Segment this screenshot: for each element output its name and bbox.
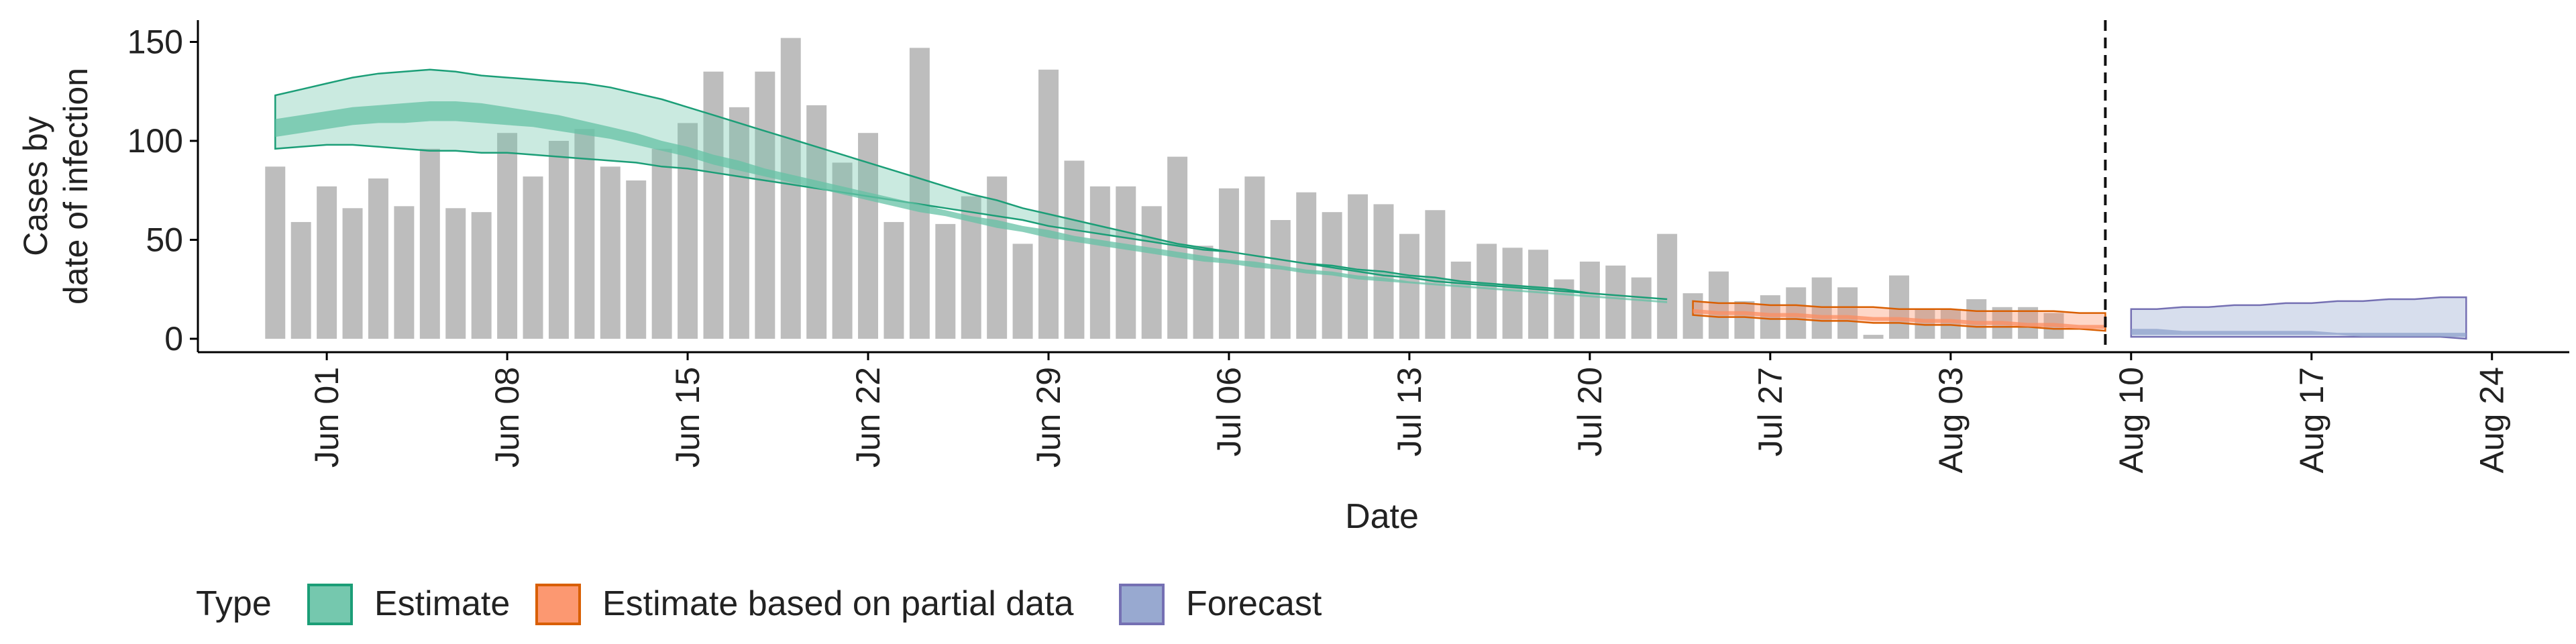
case-bar	[1270, 220, 1291, 339]
x-tick-label: Jun 01	[308, 367, 345, 468]
case-bar	[1579, 261, 1600, 339]
case-bar	[1038, 69, 1059, 339]
case-bar	[1631, 277, 1652, 339]
x-axis-ticks: Jun 01 Jun 08 Jun 15 Jun 22 Jun 29 Jul 06 Jul …	[308, 352, 2511, 473]
case-bar	[935, 223, 956, 339]
y-tick-label: 150	[127, 23, 183, 61]
case-bar	[858, 133, 879, 339]
case-bar	[729, 107, 749, 339]
case-bar	[1888, 275, 1909, 339]
x-tick-label: Aug 24	[2473, 367, 2511, 473]
case-bar	[678, 123, 698, 339]
case-bar	[497, 133, 518, 339]
x-tick-label: Jun 29	[1030, 367, 1067, 468]
legend-swatch	[1119, 584, 1165, 625]
x-tick-label: Jul 13	[1391, 367, 1428, 456]
case-bar	[1528, 250, 1549, 339]
case-bar	[1348, 194, 1368, 339]
legend-entries: Estimate Estimate based on partial data Fo…	[307, 584, 1322, 625]
case-bar	[419, 148, 440, 339]
case-bar	[1837, 287, 1858, 339]
y-axis-label-line2: date of infection	[57, 68, 95, 305]
case-bar	[1450, 261, 1471, 339]
case-bar	[265, 166, 286, 339]
case-bar	[909, 48, 930, 339]
x-tick-label: Jul 20	[1571, 367, 1609, 456]
case-bar	[290, 221, 311, 339]
x-tick-label: Jun 15	[669, 367, 706, 468]
case-bar	[780, 38, 801, 339]
case-bar	[1477, 244, 1497, 339]
case-bar	[1089, 186, 1110, 339]
x-axis-label: Date	[1345, 497, 1419, 536]
case-bar	[1966, 299, 1987, 339]
case-bar	[755, 71, 775, 339]
case-bar	[1116, 186, 1136, 339]
case-bar	[471, 212, 492, 339]
y-tick-label: 0	[164, 320, 183, 358]
case-bar	[1296, 192, 1317, 339]
legend-label: Forecast	[1186, 584, 1322, 623]
case-bar	[626, 180, 647, 339]
case-bar	[1064, 160, 1085, 339]
case-bar	[600, 166, 621, 339]
x-tick-label: Aug 03	[1932, 367, 1970, 473]
case-bar	[1012, 244, 1033, 339]
case-bar	[1425, 210, 1446, 339]
forecast-ribbon-90	[2130, 296, 2467, 340]
case-bar	[342, 208, 363, 339]
legend-label: Estimate based on partial data	[602, 584, 1074, 623]
case-bar	[523, 176, 543, 339]
y-axis-label-line1: Cases by	[17, 116, 54, 256]
case-bar	[703, 71, 724, 339]
estimate-ribbon-50	[275, 101, 1668, 303]
case-bar	[883, 221, 904, 339]
case-bar	[1244, 176, 1265, 339]
case-bar	[1399, 233, 1419, 339]
x-tick-label: Jul 27	[1752, 367, 1789, 456]
legend-swatch	[535, 584, 581, 625]
y-tick-label: 50	[146, 221, 183, 259]
case-bar	[574, 129, 595, 339]
case-bar	[1863, 335, 1884, 339]
case-bar	[548, 141, 569, 339]
case-bar	[317, 186, 337, 339]
case-bar	[1605, 265, 1626, 339]
legend-label: Estimate	[374, 584, 510, 623]
bars-layer	[265, 38, 2064, 339]
forecast-ribbon-50	[2131, 329, 2467, 337]
case-bar	[445, 208, 466, 339]
y-tick-label: 100	[127, 122, 183, 160]
legend-swatch	[307, 584, 353, 625]
case-bar	[806, 105, 827, 339]
case-bar	[1657, 233, 1678, 339]
x-tick-label: Aug 10	[2112, 367, 2150, 473]
ribbons-layer	[274, 68, 2467, 340]
case-bar	[1734, 301, 1755, 339]
case-bar	[394, 206, 415, 339]
x-tick-label: Jun 08	[488, 367, 526, 468]
x-tick-label: Aug 17	[2293, 367, 2330, 473]
x-tick-label: Jun 22	[849, 367, 887, 468]
legend-title: Type	[196, 584, 272, 623]
case-bar	[1940, 309, 1961, 339]
case-bar	[368, 178, 388, 339]
case-bar	[1811, 277, 1832, 339]
legend: Type Estimate Estimate based on partial d…	[196, 584, 1322, 625]
case-bar	[1502, 248, 1523, 339]
case-bar	[651, 148, 672, 339]
estimate-based-on-partial-data-ribbon-50	[1693, 309, 2106, 329]
case-bar	[1167, 156, 1188, 339]
case-bar	[987, 176, 1008, 339]
estimate-ribbon-90	[274, 68, 1668, 301]
y-axis-ticks: 0 50 100 150	[127, 23, 198, 358]
x-tick-label: Jul 06	[1210, 367, 1248, 456]
case-bar	[1141, 206, 1162, 339]
case-bar	[1709, 271, 1729, 339]
